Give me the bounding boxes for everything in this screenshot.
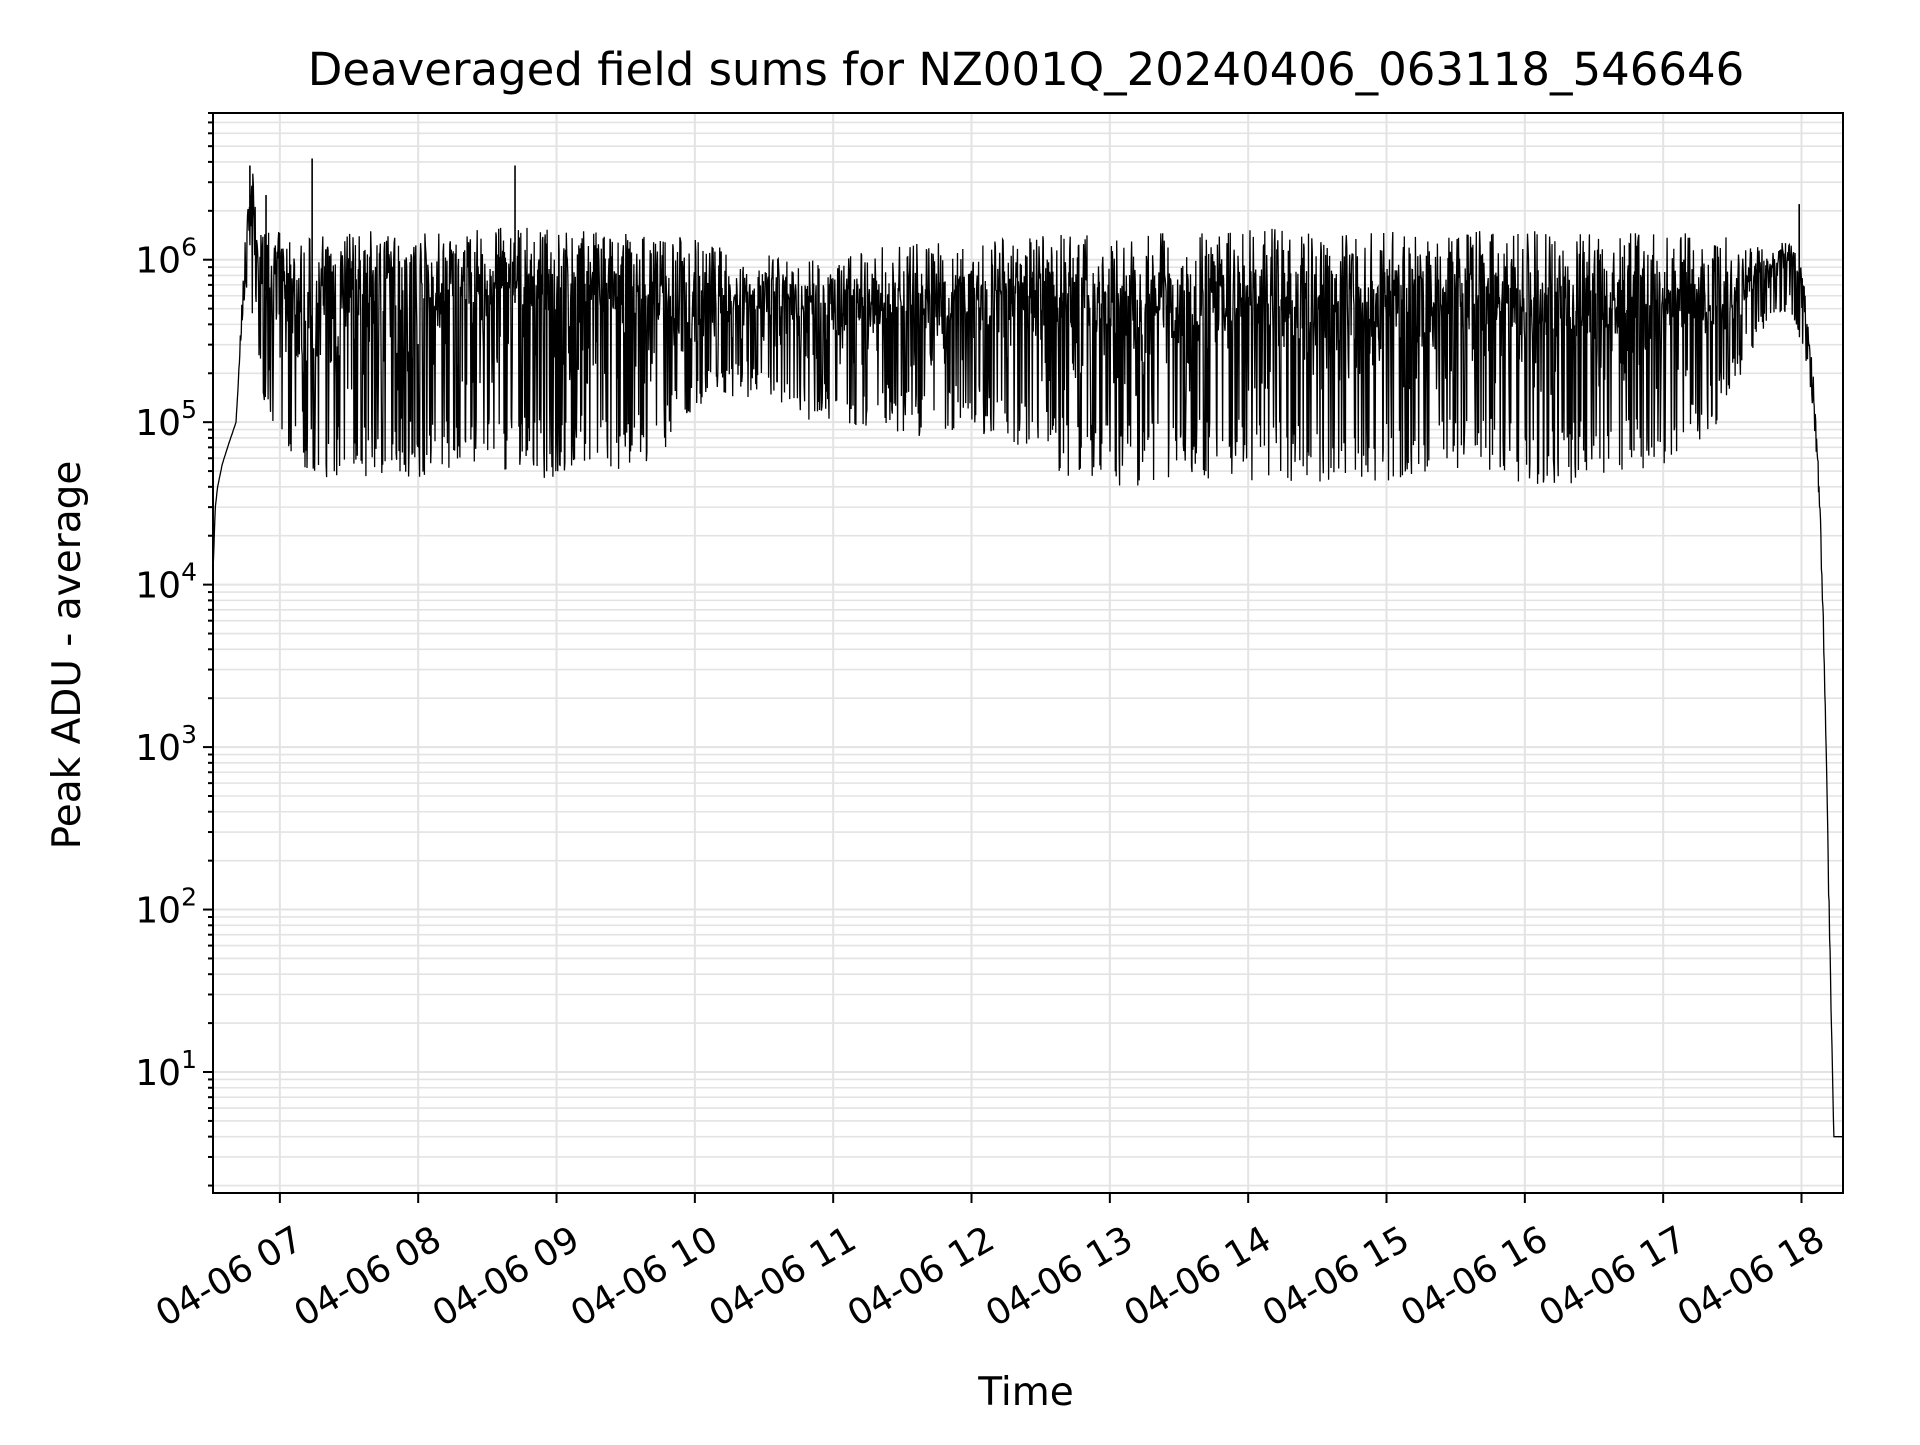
y-axis-label: Peak ADU - average [45,461,90,850]
y-tick-label: 101 [135,1045,197,1094]
plot-data [213,158,1843,1138]
x-axis-label: Time [977,1370,1073,1415]
y-tick-label: 104 [135,558,197,607]
y-tick-label: 103 [135,720,197,769]
y-tick-base: 10 [135,728,181,769]
y-tick-label: 106 [135,233,197,282]
y-tick-exponent: 2 [181,883,197,912]
y-tick-base: 10 [135,241,181,282]
chart-title: Deaveraged field sums for NZ001Q_2024040… [308,43,1744,96]
series-line [213,173,1843,1138]
y-tick-exponent: 5 [181,395,197,424]
grid [213,112,1843,1193]
y-tick-exponent: 6 [181,233,197,262]
y-tick-exponent: 4 [181,558,197,587]
y-tick-exponent: 1 [181,1045,197,1074]
y-tick-exponent: 3 [181,720,197,749]
y-tick-label: 105 [135,395,197,444]
y-tick-base: 10 [135,891,181,932]
y-tick-base: 10 [135,403,181,444]
plot-frame [212,112,1844,1194]
y-tick-label: 102 [135,883,197,932]
y-tick-base: 10 [135,1053,181,1094]
y-tick-base: 10 [135,566,181,607]
